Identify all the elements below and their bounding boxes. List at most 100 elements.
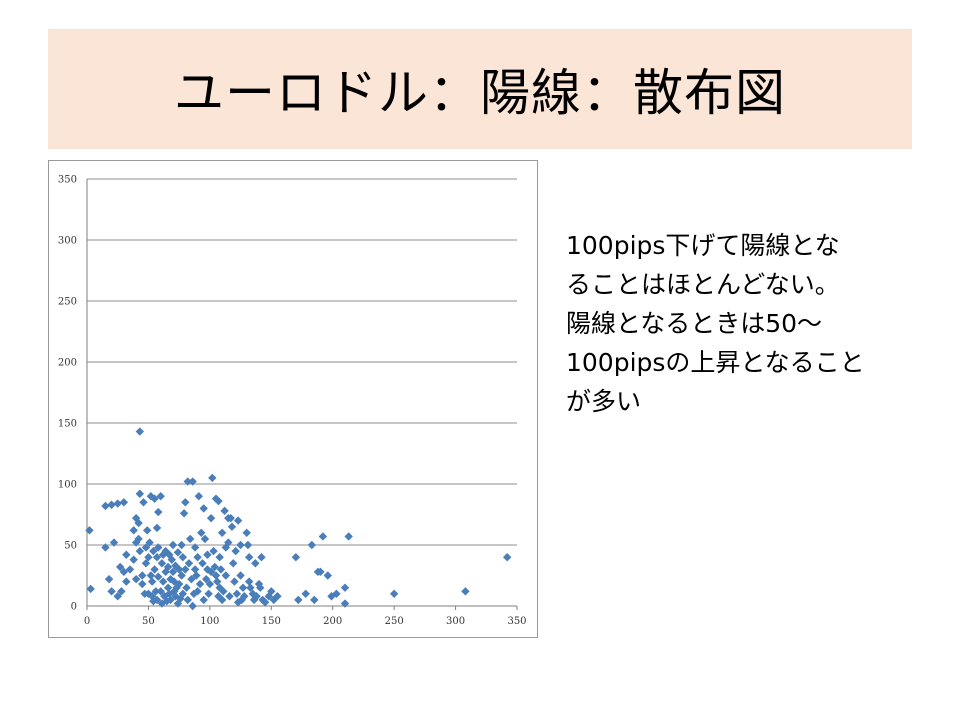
- scatter-point: [183, 477, 192, 486]
- scatter-point: [502, 553, 512, 562]
- scatter-point: [208, 473, 217, 483]
- scatter-point: [86, 584, 95, 594]
- scatter-point: [232, 589, 242, 598]
- scatter-point: [195, 579, 205, 589]
- y-tick-label: 100: [58, 480, 77, 491]
- scatter-point: [301, 589, 310, 598]
- scatter-point: [225, 592, 234, 601]
- scatter-point: [231, 546, 240, 556]
- scatter-point: [240, 592, 249, 601]
- scatter-point: [216, 565, 226, 574]
- scatter-point: [190, 565, 200, 574]
- scatter-point: [146, 571, 156, 580]
- scatter-point: [183, 595, 192, 605]
- scatter-point: [134, 534, 143, 544]
- y-tick-label: 150: [58, 419, 77, 430]
- scatter-point: [193, 587, 202, 596]
- scatter-point: [294, 595, 303, 605]
- scatter-point: [129, 555, 138, 564]
- y-tick-label: 350: [58, 175, 77, 186]
- slide-title: ユーロドル：陽線：散布図: [174, 64, 786, 122]
- scatter-point: [206, 513, 216, 523]
- scatter-point: [230, 577, 239, 586]
- scatter-point: [158, 550, 168, 559]
- scatter-point: [236, 540, 245, 550]
- scatter-point: [233, 516, 243, 525]
- scatter-point: [203, 550, 212, 559]
- scatter-point: [117, 587, 126, 596]
- scatter-point: [189, 589, 199, 598]
- x-tick-label: 0: [84, 616, 90, 627]
- scatter-point: [161, 546, 170, 556]
- scatter-point: [323, 571, 332, 580]
- scatter-point: [200, 534, 210, 544]
- scatter-point: [237, 595, 246, 605]
- scatter-point: [214, 592, 223, 601]
- scatter-point: [107, 587, 116, 596]
- scatter-point: [113, 499, 122, 508]
- scatter-point: [101, 501, 110, 511]
- scatter-point: [158, 577, 168, 586]
- scatter-point: [220, 506, 229, 516]
- body-text-line: 100pips下げて陽線とな: [566, 231, 840, 260]
- scatter-point: [217, 595, 227, 605]
- scatter-point: [193, 553, 202, 562]
- scatter-point: [251, 559, 260, 568]
- scatter-point: [147, 592, 157, 601]
- scatter-point: [113, 592, 122, 601]
- scatter-point: [181, 565, 190, 574]
- scatter-point: [129, 526, 138, 535]
- x-tick-label: 200: [323, 616, 342, 627]
- scatter-point: [192, 571, 201, 580]
- scatter-point: [181, 498, 190, 507]
- scatter-point: [291, 553, 301, 562]
- scatter-point: [135, 546, 145, 556]
- scatter-point: [197, 528, 206, 537]
- scatter-point: [209, 546, 218, 556]
- scatter-chart-frame: 0 50 100 150 200 250 300 350 0 50 100 150 200 250 300 3…: [48, 160, 538, 638]
- scatter-point: [213, 577, 222, 586]
- x-tick-label: 50: [142, 616, 155, 627]
- scatter-chart: 0 50 100 150 200 250 300 350 0 50 100 150 200 250 300 3…: [58, 175, 527, 628]
- scatter-point: [154, 507, 163, 517]
- x-tick-label: 250: [385, 616, 404, 627]
- scatter-point: [389, 589, 399, 598]
- scatter-point: [104, 574, 114, 584]
- scatter-point: [215, 553, 224, 562]
- scatter-point: [171, 592, 180, 601]
- scatter-point: [242, 528, 251, 537]
- slide-title-bar: ユーロドル：陽線：散布図: [48, 29, 912, 149]
- scatter-point: [139, 498, 148, 507]
- scatter-point: [211, 571, 221, 580]
- scatter-point: [150, 565, 159, 574]
- y-tick-label: 250: [58, 297, 77, 308]
- scatter-point: [340, 583, 350, 592]
- slide-body-text: 100pips下げて陽線とな ることはほとんどない。 陽線となるときは50～ 1…: [566, 226, 906, 421]
- scatter-point: [199, 504, 208, 513]
- body-text-line: ることはほとんどない。: [566, 270, 840, 299]
- body-text-line: が多い: [566, 387, 642, 416]
- scatter-point: [179, 509, 189, 518]
- scatter-point: [182, 583, 191, 592]
- scatter-point: [138, 579, 147, 589]
- scatter-point: [152, 595, 162, 605]
- scatter-point: [273, 592, 282, 601]
- scatter-point: [147, 577, 157, 586]
- y-tick-label: 200: [58, 358, 77, 369]
- scatter-point: [151, 587, 160, 596]
- scatter-point: [243, 540, 253, 550]
- scatter-point: [171, 561, 180, 570]
- scatter-point: [149, 546, 158, 556]
- scatter-point: [310, 595, 319, 605]
- scatter-point: [170, 577, 179, 586]
- x-tick-label: 300: [446, 616, 465, 627]
- scatter-point: [135, 489, 145, 498]
- scatter-point: [227, 522, 237, 531]
- scatter-point: [217, 528, 227, 537]
- scatter-point: [168, 540, 178, 550]
- scatter-point: [107, 500, 116, 509]
- scatter-point: [219, 587, 228, 596]
- scatter-point: [269, 595, 278, 605]
- scatter-point: [307, 540, 317, 550]
- scatter-point: [156, 587, 165, 596]
